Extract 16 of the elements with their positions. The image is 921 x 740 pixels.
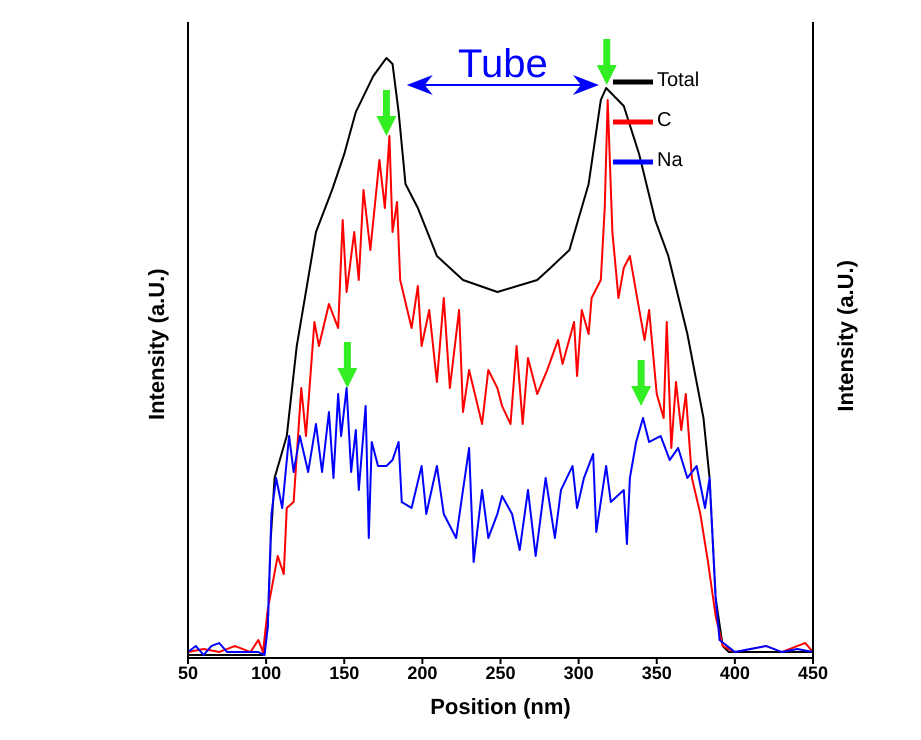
x-tick-label: 400 (720, 662, 750, 683)
x-tick-label: 150 (329, 662, 360, 683)
x-axis-title: Position (nm) (430, 694, 571, 719)
y2-axis-title: Intensity (a.U.) (832, 260, 858, 412)
y-axis-title: Intensity (a.U.) (144, 268, 169, 420)
x-tick-label: 50 (178, 662, 198, 683)
x-tick-label: 300 (564, 662, 594, 683)
x-tick-label: 350 (642, 662, 672, 683)
legend-label: C (657, 109, 672, 132)
x-tick-label: 200 (407, 662, 438, 683)
annotation: Tube (458, 42, 548, 86)
legend-label: Total (657, 69, 700, 92)
x-tick-label: 100 (251, 662, 282, 683)
x-tick-label: 250 (485, 662, 516, 683)
x-tick-label: 450 (798, 662, 828, 683)
legend-label: Na (657, 149, 683, 172)
